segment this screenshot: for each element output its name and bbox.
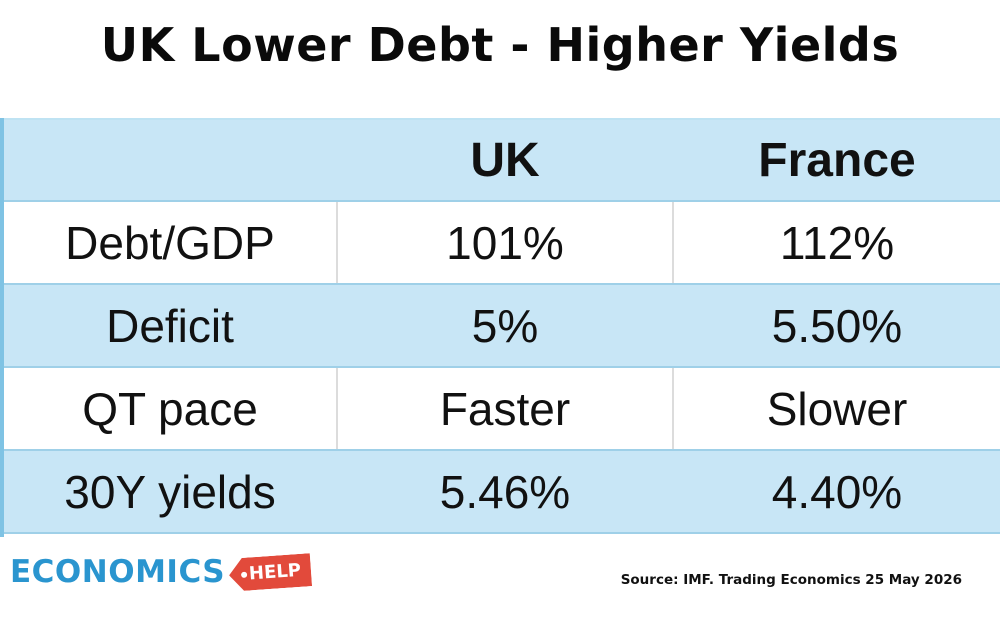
row-label: Debt/GDP xyxy=(65,216,275,269)
row-label: Deficit xyxy=(106,299,234,352)
table-header-row: UK France xyxy=(4,120,1000,202)
uk-value: 5.46% xyxy=(439,465,571,518)
tag-hole-icon xyxy=(241,571,247,577)
header-cell-uk: UK xyxy=(470,133,540,187)
table-row: 30Y yields 5.46% 4.40% xyxy=(4,451,1000,534)
header-cell-france: France xyxy=(758,133,916,187)
france-value: 4.40% xyxy=(771,465,903,518)
economics-help-logo: ECONOMICS HELP xyxy=(10,554,311,590)
table-row: Deficit 5% 5.50% xyxy=(4,285,1000,368)
table-row: Debt/GDP 101% 112% xyxy=(4,202,1000,285)
france-value: Slower xyxy=(672,368,1000,449)
comparison-table: UK France Debt/GDP 101% 112% Deficit 5% … xyxy=(4,118,1000,534)
uk-value: Faster xyxy=(336,368,672,449)
logo-tag-text: HELP xyxy=(248,559,302,584)
table-row: QT pace Faster Slower xyxy=(4,368,1000,451)
france-value: 112% xyxy=(672,202,1000,283)
source-note: Source: IMF. Trading Economics 25 May 20… xyxy=(620,572,962,588)
logo-text: ECONOMICS xyxy=(10,554,226,590)
france-value: 5.50% xyxy=(771,299,903,352)
logo-tag: HELP xyxy=(228,553,312,592)
header-cell-empty xyxy=(4,120,336,200)
row-label: QT pace xyxy=(82,382,258,435)
page-title: UK Lower Debt - Higher Yields xyxy=(100,18,900,72)
uk-value: 5% xyxy=(471,299,539,352)
table-left-border xyxy=(0,118,4,537)
uk-value: 101% xyxy=(336,202,672,283)
row-label: 30Y yields xyxy=(64,465,276,518)
